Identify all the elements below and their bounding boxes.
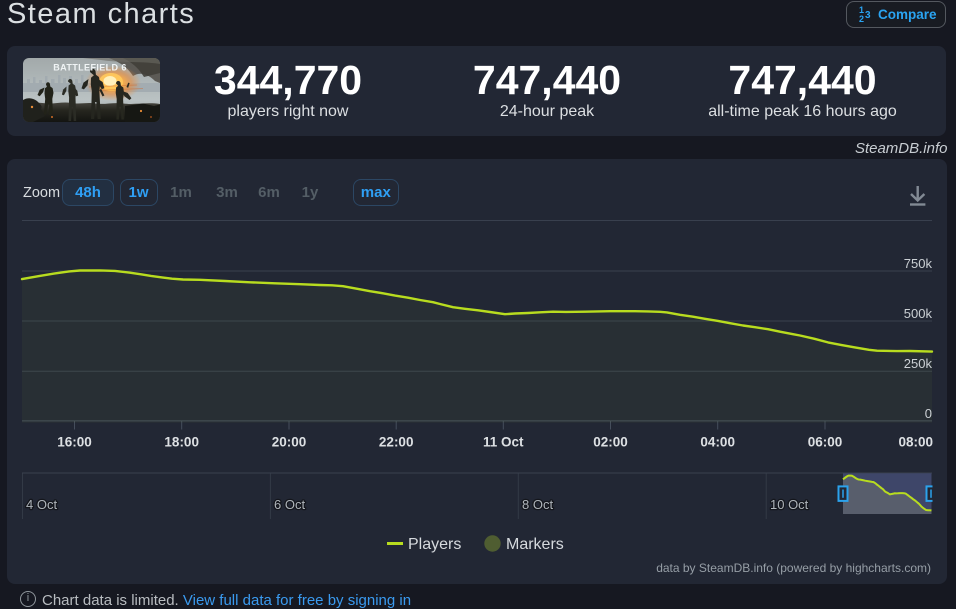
- svg-text:06:00: 06:00: [808, 435, 843, 450]
- svg-text:10 Oct: 10 Oct: [770, 497, 809, 512]
- svg-text:04:00: 04:00: [700, 435, 735, 450]
- svg-text:4 Oct: 4 Oct: [26, 497, 57, 512]
- svg-text:750k: 750k: [904, 256, 933, 271]
- svg-text:data by SteamDB.info (powered: data by SteamDB.info (powered by highcha…: [656, 561, 931, 575]
- svg-text:Markers: Markers: [506, 536, 564, 553]
- svg-text:11 Oct: 11 Oct: [483, 435, 524, 450]
- svg-text:22:00: 22:00: [379, 435, 414, 450]
- svg-text:8 Oct: 8 Oct: [522, 497, 553, 512]
- svg-text:6 Oct: 6 Oct: [274, 497, 305, 512]
- svg-text:BATTLEFIELD 6: BATTLEFIELD 6: [53, 63, 127, 73]
- svg-text:20:00: 20:00: [272, 435, 307, 450]
- svg-text:02:00: 02:00: [593, 435, 628, 450]
- svg-text:3: 3: [865, 10, 871, 21]
- svg-text:500k: 500k: [904, 306, 933, 321]
- svg-text:Players: Players: [408, 536, 461, 553]
- svg-text:18:00: 18:00: [164, 435, 199, 450]
- svg-text:2: 2: [859, 14, 864, 22]
- svg-text:0: 0: [925, 406, 932, 421]
- svg-text:08:00: 08:00: [898, 435, 933, 450]
- svg-text:16:00: 16:00: [57, 435, 92, 450]
- svg-text:250k: 250k: [904, 356, 933, 371]
- svg-text:1: 1: [859, 5, 864, 15]
